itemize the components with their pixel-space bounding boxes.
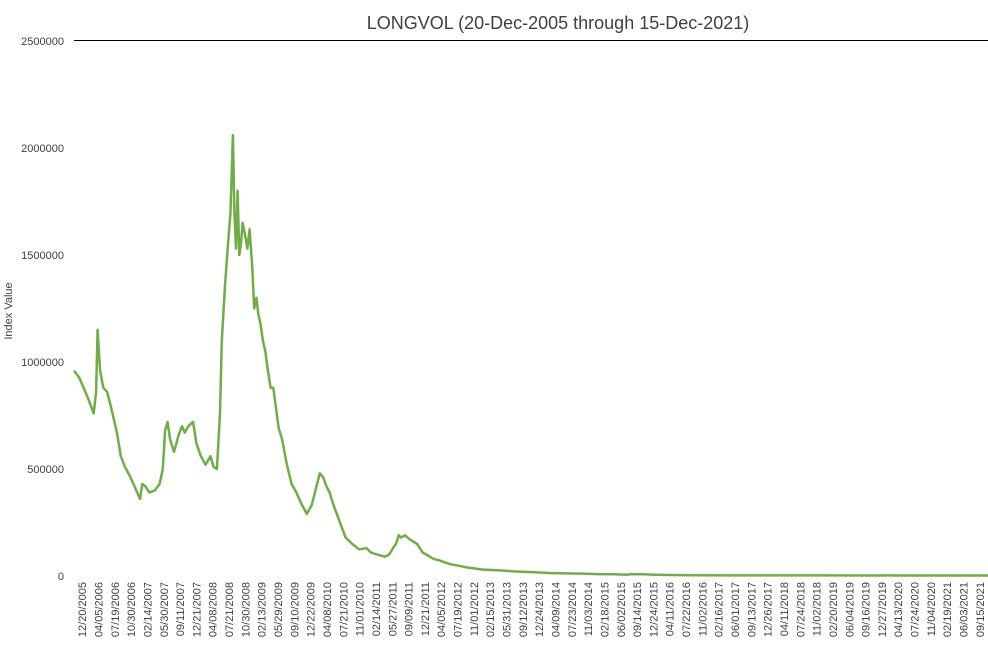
x-tick-label: 12/20/2005 bbox=[77, 582, 89, 637]
x-tick-label: 12/24/2015 bbox=[648, 582, 660, 637]
x-tick-label: 12/27/2019 bbox=[877, 582, 889, 637]
x-tick-labels: 12/20/2005 04/05/2006 07/19/2006 10/30/2006… bbox=[77, 582, 987, 637]
x-tick-label: 04/08/2010 bbox=[322, 582, 334, 637]
x-tick-label: 07/19/2012 bbox=[453, 582, 465, 637]
x-tick-label: 07/23/2014 bbox=[567, 582, 579, 637]
chart-title: LONGVOL (20-Dec-2005 through 15-Dec-2021… bbox=[367, 13, 750, 33]
x-tick-label: 02/13/2009 bbox=[257, 582, 269, 637]
x-tick-label: 10/30/2008 bbox=[240, 582, 252, 637]
x-tick-label: 12/21/2007 bbox=[191, 582, 203, 637]
x-tick-label: 02/20/2019 bbox=[828, 582, 840, 637]
x-tick-label: 05/29/2009 bbox=[273, 582, 285, 637]
x-tick-label: 06/04/2019 bbox=[844, 582, 856, 637]
x-tick-label: 07/22/2016 bbox=[681, 582, 693, 637]
x-tick-label: 04/05/2006 bbox=[93, 582, 105, 637]
plot-area bbox=[73, 133, 988, 577]
x-tick-label: 02/16/2017 bbox=[714, 582, 726, 637]
x-tick-label: 04/13/2020 bbox=[893, 582, 905, 637]
x-tick-label: 11/04/2020 bbox=[926, 582, 938, 636]
x-tick-label: 04/11/2018 bbox=[779, 582, 791, 636]
x-tick-label: 09/09/2011 bbox=[404, 582, 416, 636]
y-tick-label: 1000000 bbox=[21, 357, 64, 369]
x-tick-label: 12/24/2013 bbox=[534, 582, 546, 637]
x-tick-label: 06/02/2015 bbox=[616, 582, 628, 637]
x-tick-label: 12/26/2017 bbox=[763, 582, 775, 637]
y-tick-label: 1500000 bbox=[21, 250, 64, 262]
x-tick-label: 09/14/2015 bbox=[632, 582, 644, 637]
x-tick-label: 07/21/2010 bbox=[338, 582, 350, 637]
y-tick-label: 2000000 bbox=[21, 143, 64, 155]
x-tick-label: 02/14/2007 bbox=[142, 582, 154, 637]
x-tick-label: 07/24/2018 bbox=[795, 582, 807, 637]
x-tick-label: 06/01/2017 bbox=[730, 582, 742, 637]
y-tick-label: 500000 bbox=[27, 464, 64, 476]
x-tick-label: 09/12/2013 bbox=[518, 582, 530, 637]
x-tick-label: 02/19/2021 bbox=[942, 582, 954, 637]
x-tick-label: 05/31/2013 bbox=[502, 582, 514, 637]
x-tick-label: 11/01/2010 bbox=[355, 582, 367, 636]
x-tick-label: 09/10/2009 bbox=[289, 582, 301, 637]
y-tick-label: 0 bbox=[58, 571, 64, 583]
x-tick-label: 07/24/2020 bbox=[910, 582, 922, 637]
y-tick-labels: 0 500000 1000000 1500000 2000000 2500000 bbox=[21, 36, 64, 583]
y-axis-label: Index Value bbox=[3, 282, 15, 339]
x-tick-label: 07/19/2006 bbox=[110, 582, 122, 637]
x-tick-label: 04/08/2008 bbox=[208, 582, 220, 637]
x-tick-label: 09/11/2007 bbox=[175, 582, 187, 636]
x-tick-label: 09/15/2021 bbox=[975, 582, 987, 637]
x-tick-label: 11/03/2014 bbox=[583, 582, 595, 636]
x-tick-label: 11/02/2016 bbox=[697, 582, 709, 636]
x-tick-label: 06/03/2021 bbox=[959, 582, 971, 637]
x-tick-label: 11/01/2012 bbox=[469, 582, 481, 636]
x-tick-label: 11/02/2018 bbox=[812, 582, 824, 636]
x-tick-label: 10/30/2006 bbox=[126, 582, 138, 637]
x-tick-label: 04/05/2012 bbox=[436, 582, 448, 637]
x-tick-label: 12/22/2009 bbox=[306, 582, 318, 637]
series-line bbox=[73, 133, 988, 577]
x-tick-label: 05/30/2007 bbox=[159, 582, 171, 637]
y-tick-label: 2500000 bbox=[21, 36, 64, 48]
x-tick-label: 05/27/2011 bbox=[387, 582, 399, 636]
x-tick-label: 02/15/2013 bbox=[485, 582, 497, 637]
x-tick-label: 07/21/2008 bbox=[224, 582, 236, 637]
x-tick-label: 09/16/2019 bbox=[861, 582, 873, 637]
x-tick-label: 02/18/2015 bbox=[599, 582, 611, 637]
x-tick-label: 02/14/2011 bbox=[371, 582, 383, 636]
x-tick-label: 09/13/2017 bbox=[746, 582, 758, 637]
x-tick-label: 12/21/2011 bbox=[420, 582, 432, 636]
x-tick-label: 04/09/2014 bbox=[550, 582, 562, 637]
x-tick-label: 04/11/2016 bbox=[665, 582, 677, 636]
